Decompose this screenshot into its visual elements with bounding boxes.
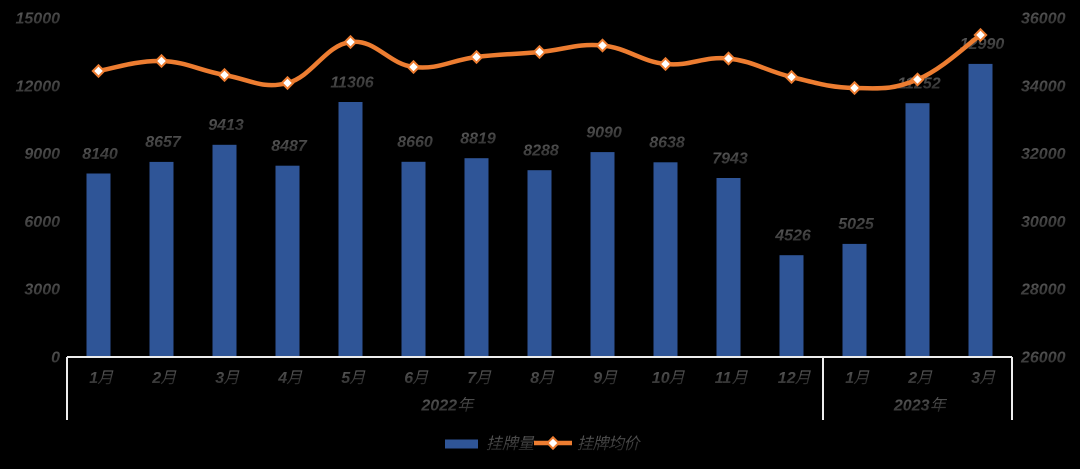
svg-text:2: 2	[151, 370, 161, 387]
svg-text:7: 7	[467, 370, 477, 387]
svg-text:4526: 4526	[774, 228, 811, 245]
svg-text:9413: 9413	[208, 117, 244, 134]
svg-text:26000: 26000	[1020, 350, 1066, 367]
svg-text:8: 8	[530, 370, 539, 387]
svg-text:32000: 32000	[1021, 146, 1066, 163]
svg-text:5025: 5025	[838, 216, 875, 233]
svg-text:6: 6	[404, 370, 413, 387]
svg-text:1: 1	[89, 370, 98, 387]
svg-text:8638: 8638	[649, 135, 685, 152]
svg-text:12000: 12000	[16, 78, 61, 95]
svg-text:2: 2	[907, 370, 917, 387]
svg-text:9090: 9090	[586, 124, 622, 141]
svg-text:3: 3	[215, 370, 224, 387]
svg-text:11306: 11306	[330, 74, 373, 91]
svg-text:3000: 3000	[24, 282, 60, 299]
svg-text:12: 12	[778, 370, 796, 387]
svg-text:34000: 34000	[1021, 78, 1066, 95]
svg-text:11: 11	[715, 370, 732, 387]
svg-text:9000: 9000	[24, 146, 60, 163]
svg-text:10: 10	[652, 370, 670, 387]
svg-text:8660: 8660	[397, 134, 433, 151]
svg-text:8657: 8657	[145, 134, 182, 151]
svg-text:2023: 2023	[893, 398, 930, 415]
svg-text:6000: 6000	[24, 214, 60, 231]
svg-text:36000: 36000	[1021, 11, 1066, 28]
svg-text:8140: 8140	[82, 146, 118, 163]
svg-text:5: 5	[341, 370, 351, 387]
svg-text:28000: 28000	[1020, 282, 1066, 299]
svg-text:0: 0	[51, 350, 60, 367]
svg-text:3: 3	[971, 370, 980, 387]
svg-text:9: 9	[593, 370, 602, 387]
svg-text:2022: 2022	[420, 398, 457, 415]
svg-text:15000: 15000	[16, 11, 61, 28]
svg-text:8487: 8487	[271, 138, 308, 155]
svg-text:8288: 8288	[523, 143, 559, 160]
svg-text:8819: 8819	[460, 131, 496, 148]
svg-text:7943: 7943	[712, 150, 748, 167]
svg-text:30000: 30000	[1021, 214, 1066, 231]
svg-text:4: 4	[277, 370, 287, 387]
svg-text:1: 1	[845, 370, 854, 387]
